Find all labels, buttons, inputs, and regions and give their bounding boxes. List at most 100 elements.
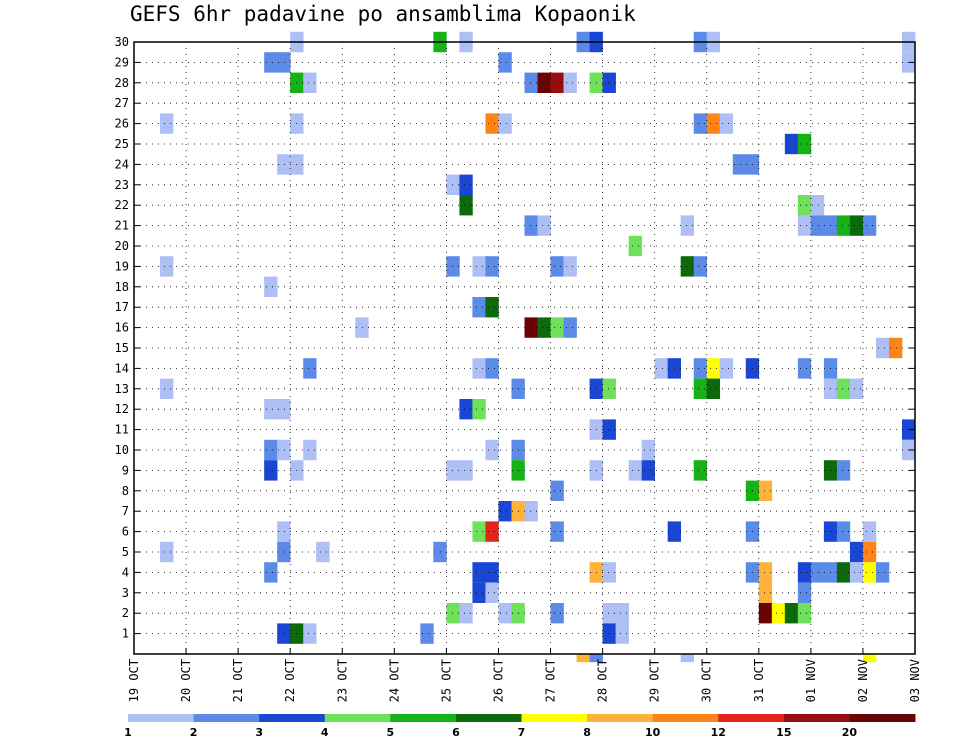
heatmap-cell: [628, 460, 642, 481]
heatmap-cell: [719, 358, 734, 379]
heatmap-cell: [680, 215, 695, 236]
y-tick-label: 25: [115, 137, 129, 151]
heatmap-cell: [836, 378, 851, 399]
heatmap-cell: [160, 113, 174, 134]
heatmap-cell: [277, 399, 291, 420]
heatmap-cell: [797, 603, 812, 624]
heatmap-cell: [485, 297, 499, 318]
ticks-layer: [133, 41, 916, 654]
heatmap-cell: [459, 603, 473, 624]
y-tick-label: 6: [122, 525, 129, 539]
colorbar-segment: [849, 714, 916, 722]
y-tick-label: 21: [115, 219, 129, 233]
heatmap-cell: [862, 654, 877, 663]
colorbar-segment: [652, 714, 719, 722]
heatmap-cell: [459, 399, 473, 420]
heatmap-cell: [420, 623, 434, 644]
heatmap-cell: [498, 113, 512, 134]
heatmap-cell: [875, 337, 890, 359]
y-tick-label: 1: [122, 627, 129, 641]
y-tick-label: 8: [122, 484, 129, 498]
colorbar-label: 2: [190, 726, 198, 739]
heatmap-cell: [303, 72, 317, 93]
heatmap-cell: [160, 378, 174, 399]
y-tick-label: 7: [122, 504, 129, 518]
heatmap-cell: [706, 113, 721, 134]
heatmap-cell: [693, 378, 708, 399]
heatmap-cell: [277, 541, 291, 563]
heatmap-cell: [498, 501, 512, 522]
heatmap-cell: [680, 654, 695, 663]
heatmap-cell: [277, 623, 291, 644]
heatmap-cell: [459, 195, 473, 216]
heatmap-cell: [355, 317, 369, 338]
heatmap-cell: [797, 562, 812, 583]
heatmap-cell: [264, 52, 278, 73]
cells-layer: [160, 31, 916, 663]
colorbar-label: 4: [321, 726, 329, 739]
colorbar-label: 6: [452, 726, 460, 739]
heatmap-cell: [849, 378, 864, 399]
colorbar-segment: [259, 714, 326, 722]
heatmap-cell: [498, 52, 512, 73]
heatmap-cell: [849, 215, 864, 236]
y-tick-label: 10: [115, 443, 129, 457]
heatmap-cell: [732, 154, 747, 175]
y-tick-label: 29: [115, 55, 129, 69]
heatmap-cell: [810, 215, 825, 236]
heatmap-cell: [862, 562, 877, 583]
heatmap-cell: [485, 256, 499, 277]
y-tick-label: 3: [122, 586, 129, 600]
x-tick-label: 21 OCT: [231, 659, 245, 702]
heatmap-cell: [615, 603, 629, 624]
colorbar-label: 8: [583, 726, 591, 739]
y-tick-label: 18: [115, 280, 129, 294]
y-tick-label: 28: [115, 76, 129, 90]
heatmap-cell: [485, 439, 499, 461]
heatmap-cell: [602, 623, 616, 644]
heatmap-cell: [264, 562, 278, 583]
heatmap-cell: [706, 378, 721, 399]
y-tick-label: 23: [115, 178, 129, 192]
heatmap-cell: [758, 562, 773, 583]
heatmap-cell: [550, 480, 564, 501]
heatmap-cell: [264, 439, 278, 461]
colorbar-segment: [455, 714, 522, 722]
heatmap-cell: [498, 603, 512, 624]
x-tick-label: 26 OCT: [491, 659, 505, 702]
x-tick-label: 22 OCT: [283, 659, 297, 702]
heatmap-cell: [602, 562, 616, 583]
heatmap-cell: [277, 439, 291, 461]
y-tick-label: 24: [115, 157, 129, 171]
heatmap-cell: [459, 174, 473, 195]
y-tick-labels: 1234567891011121314151617181920212223242…: [115, 35, 129, 641]
heatmap-cell: [277, 521, 291, 542]
colorbar-segment: [193, 714, 260, 722]
heatmap-cell: [264, 276, 278, 297]
heatmap-cell: [758, 603, 773, 624]
colorbar-segment: [128, 714, 195, 722]
y-tick-label: 30: [115, 35, 129, 49]
heatmap-cell: [446, 256, 460, 277]
x-tick-label: 23 OCT: [335, 659, 349, 702]
heatmap-cell: [602, 603, 616, 624]
colorbar-segment: [718, 714, 785, 722]
heatmap-cell: [654, 358, 668, 379]
heatmap-cell: [537, 317, 551, 338]
x-tick-label: 03 NOV: [908, 659, 922, 702]
x-tick-label: 30 OCT: [700, 659, 714, 702]
heatmap-cell: [810, 562, 825, 583]
heatmap-cell: [797, 215, 812, 236]
y-tick-label: 14: [115, 361, 129, 375]
heatmap-cell: [160, 256, 174, 277]
heatmap-cell: [316, 541, 330, 563]
colorbar-segment: [521, 714, 588, 722]
y-tick-label: 26: [115, 117, 129, 131]
colorbar-label: 1: [124, 726, 132, 739]
heatmap-cell: [602, 378, 616, 399]
grid-layer: [134, 41, 915, 654]
heatmap-cell: [706, 358, 721, 379]
heatmap-cell: [537, 215, 551, 236]
y-tick-label: 16: [115, 321, 129, 335]
heatmap-cell: [758, 582, 773, 603]
